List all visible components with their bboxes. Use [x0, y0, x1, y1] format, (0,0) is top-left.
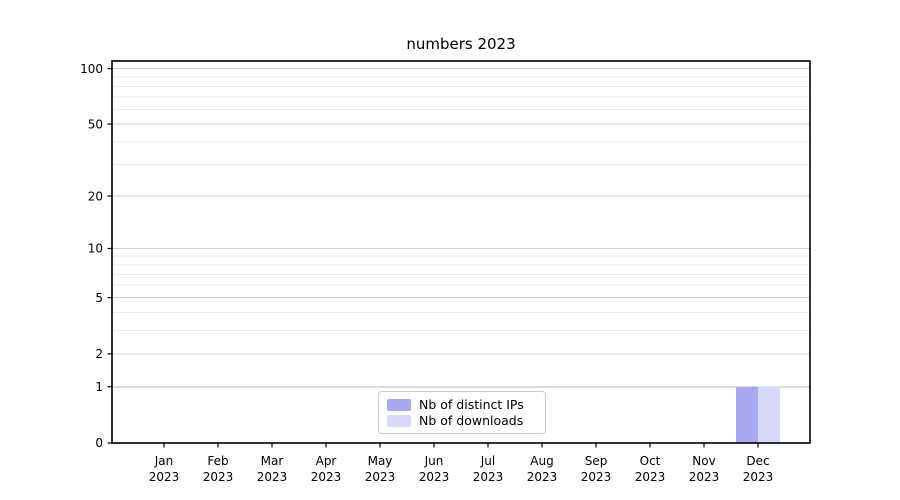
y-tick-label: 50 [88, 117, 103, 131]
y-tick-label: 0 [95, 436, 103, 450]
x-tick-label-month: Jul [480, 454, 495, 468]
x-tick-label-year: 2023 [365, 470, 396, 484]
legend-swatch [387, 398, 411, 411]
x-tick-label-month: Jun [424, 454, 444, 468]
x-tick-label-year: 2023 [689, 470, 720, 484]
minor-gridlines [112, 76, 810, 332]
x-tick-label-month: Dec [746, 454, 769, 468]
y-tick-label: 100 [80, 62, 103, 76]
x-tick-label-month: Oct [640, 454, 661, 468]
chart-title: numbers 2023 [406, 35, 516, 53]
x-tick-label-year: 2023 [743, 470, 774, 484]
y-tick-label: 20 [88, 189, 103, 203]
x-tick-label-month: Sep [585, 454, 608, 468]
x-tick-label-year: 2023 [527, 470, 558, 484]
x-tick-label-year: 2023 [311, 470, 342, 484]
bar [758, 386, 780, 443]
legend-item: Nb of downloads [387, 413, 537, 428]
x-tick-label-year: 2023 [257, 470, 288, 484]
legend-swatch [387, 414, 411, 427]
x-tick-label-year: 2023 [419, 470, 450, 484]
y-tick-label: 5 [95, 291, 103, 305]
x-tick-label-month: May [368, 454, 393, 468]
x-tick-label-month: Apr [316, 454, 337, 468]
x-tick-label-year: 2023 [473, 470, 504, 484]
y-tick-label: 2 [95, 347, 103, 361]
x-tick-label-month: Feb [207, 454, 228, 468]
x-tick-label-month: Nov [692, 454, 715, 468]
x-tick-label-month: Jan [154, 454, 174, 468]
x-tick-label-month: Aug [530, 454, 553, 468]
y-tick-label: 10 [88, 242, 103, 256]
legend: Nb of distinct IPs Nb of downloads [378, 391, 546, 434]
legend-label: Nb of downloads [419, 413, 524, 428]
legend-label: Nb of distinct IPs [419, 397, 524, 412]
y-tick-label: 1 [95, 380, 103, 394]
y-axis: 0 1 2 5 10 20 50 100 [80, 62, 112, 450]
bars [736, 386, 780, 443]
x-tick-label-year: 2023 [149, 470, 180, 484]
major-gridlines [112, 68, 810, 388]
x-tick-label-month: Mar [261, 454, 284, 468]
plot-border [111, 60, 811, 444]
legend-item: Nb of distinct IPs [387, 397, 537, 412]
bar [736, 386, 758, 443]
x-tick-label-year: 2023 [581, 470, 612, 484]
x-axis: Jan 2023 Feb 2023 Mar 2023 Apr 2023 May 2023 Jun 20… [149, 443, 774, 484]
x-tick-label-year: 2023 [203, 470, 234, 484]
x-tick-label-year: 2023 [635, 470, 666, 484]
